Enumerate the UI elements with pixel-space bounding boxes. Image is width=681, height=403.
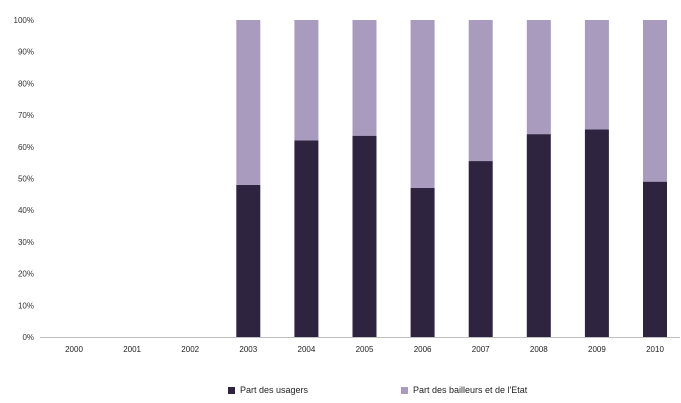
x-tick-label: 2008 (530, 345, 548, 354)
bar-segment-usagers-2004 (294, 140, 319, 337)
bar-segment-bailleurs-2003 (236, 20, 261, 185)
bar-segment-usagers-2010 (643, 181, 667, 337)
y-tick-label: 90% (18, 48, 34, 57)
bar-segment-usagers-2009 (584, 129, 609, 337)
bars (236, 20, 667, 337)
y-tick-label: 80% (18, 79, 34, 88)
y-tick-label: 30% (18, 238, 34, 247)
y-tick-label: 70% (18, 111, 34, 120)
legend-label-usagers: Part des usagers (240, 385, 309, 395)
bar-segment-bailleurs-2008 (526, 20, 551, 135)
x-axis: 2000 2001 2002 2003 2004 2005 2006 2007 2008 2009… (65, 345, 664, 354)
x-tick-label: 2000 (65, 345, 83, 354)
bar-segment-bailleurs-2007 (468, 20, 493, 162)
bar-segment-usagers-2008 (526, 134, 551, 337)
x-tick-label: 2002 (181, 345, 199, 354)
legend-label-bailleurs: Part des bailleurs et de l'Etat (413, 385, 528, 395)
x-tick-label: 2010 (646, 345, 664, 354)
y-tick-label: 60% (18, 143, 34, 152)
y-tick-label: 20% (18, 270, 34, 279)
y-tick-label: 40% (18, 206, 34, 215)
y-tick-label: 0% (22, 333, 34, 342)
y-tick-label: 100% (14, 16, 34, 25)
legend-swatch-usagers (228, 386, 235, 394)
bar-segment-bailleurs-2009 (584, 20, 609, 130)
x-tick-label: 2003 (239, 345, 257, 354)
x-tick-label: 2006 (414, 345, 432, 354)
bar-segment-usagers-2007 (468, 161, 493, 337)
bar-segment-bailleurs-2004 (294, 20, 319, 141)
bar-segment-usagers-2006 (410, 188, 435, 337)
y-tick-label: 10% (18, 301, 34, 310)
bar-segment-bailleurs-2006 (410, 20, 435, 189)
x-tick-label: 2005 (356, 345, 374, 354)
y-tick-label: 50% (18, 175, 34, 184)
bar-segment-usagers-2005 (352, 135, 377, 337)
bar-segment-bailleurs-2005 (352, 20, 377, 136)
y-axis: 0% 10% 20% 30% 40% 50% 60% 70% 80% 90% 100% (14, 16, 34, 342)
bar-segment-bailleurs-2010 (643, 20, 667, 182)
legend-item-bailleurs: Part des bailleurs et de l'Etat (401, 385, 527, 395)
legend-swatch-bailleurs (401, 386, 408, 394)
x-tick-label: 2004 (298, 345, 316, 354)
legend-item-usagers: Part des usagers (228, 385, 308, 395)
x-tick-label: 2009 (588, 345, 606, 354)
bar-segment-usagers-2003 (236, 184, 261, 337)
x-tick-label: 2001 (123, 345, 141, 354)
x-tick-label: 2007 (472, 345, 490, 354)
